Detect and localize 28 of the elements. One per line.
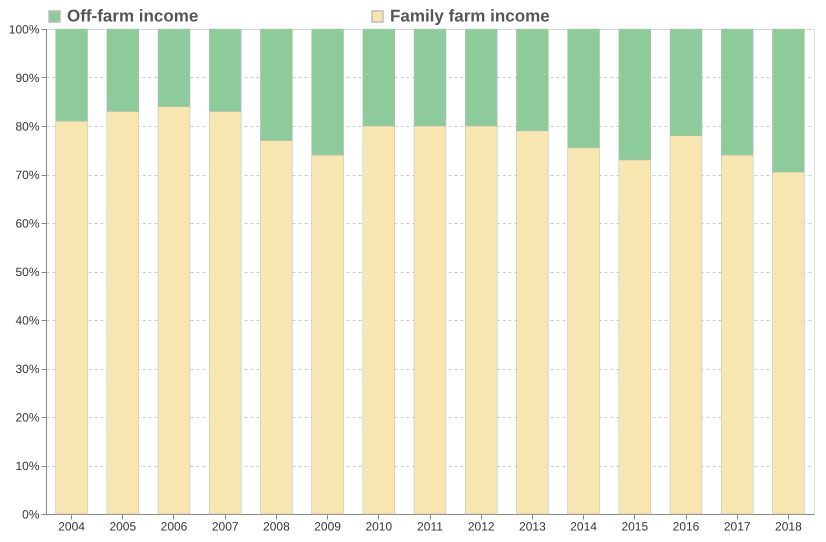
x-tick-label: 2016: [672, 520, 700, 534]
y-tick-label: 10%: [15, 459, 40, 473]
x-tick-label: 2011: [417, 520, 444, 534]
x-tick-label: 2005: [109, 520, 136, 534]
y-tick-label: 20%: [15, 410, 40, 424]
legend-label: Off-farm income: [67, 6, 198, 26]
y-tick-label: 30%: [15, 362, 40, 376]
y-tick-label: 0%: [22, 508, 40, 522]
x-tick-label: 2007: [212, 520, 239, 534]
x-tick-label: 2006: [160, 520, 188, 534]
y-tick-label: 40%: [15, 314, 40, 328]
y-tick-label: 50%: [15, 265, 40, 279]
x-tick-label: 2009: [314, 520, 342, 534]
y-tick-label: 100%: [8, 22, 40, 36]
x-tick-label: 2012: [468, 520, 495, 534]
y-tick-label: 60%: [15, 216, 40, 230]
x-tick-label: 2014: [570, 520, 598, 534]
x-tick-label: 2015: [621, 520, 648, 534]
y-tick-label: 80%: [15, 120, 40, 134]
x-tick-label: 2004: [58, 520, 86, 534]
y-tick-label: 90%: [15, 71, 40, 85]
x-tick-label: 2018: [775, 520, 802, 534]
x-tick-label: 2010: [365, 520, 392, 534]
x-tick-label: 2013: [519, 520, 546, 534]
x-tick-label: 2008: [263, 520, 290, 534]
x-tick-label: 2017: [724, 520, 751, 534]
y-tick-label: 70%: [15, 168, 40, 182]
legend-label: Family farm income: [390, 6, 550, 26]
